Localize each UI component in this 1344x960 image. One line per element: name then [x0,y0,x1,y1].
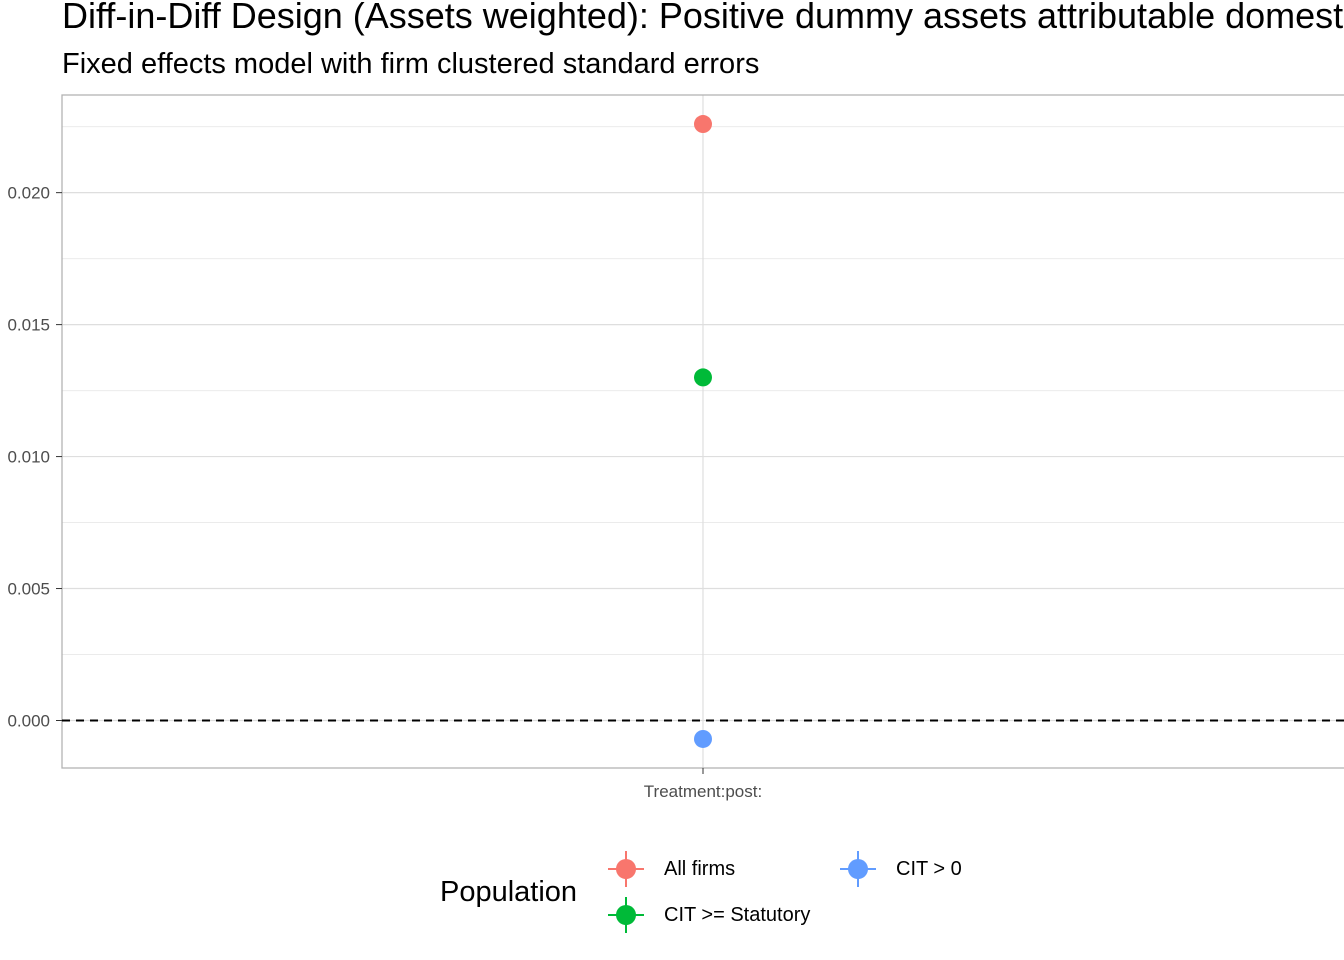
y-tick-label: 0.005 [7,580,50,599]
chart-title: Diff-in-Diff Design (Assets weighted): P… [62,0,1344,36]
legend-key-icon [608,897,644,933]
y-tick-label: 0.020 [7,184,50,203]
legend-key-icon [840,851,876,887]
legend-item: All firms [608,849,735,889]
x-tick-label: Treatment:post: [644,782,762,801]
y-tick-label: 0.010 [7,448,50,467]
legend-item: CIT > 0 [840,849,962,889]
panel-border [61,94,1344,769]
plot-area: 0.000 0.005 0.010 0.015 0.020 Treatment:post: [7,94,1344,801]
legend-label: CIT >= Statutory [664,903,811,926]
y-tick-label: 0.000 [7,711,50,730]
data-point [694,115,712,134]
data-point [694,368,712,387]
chart-subtitle: Fixed effects model with firm clustered … [62,48,760,80]
legend-label: CIT > 0 [896,857,962,880]
data-point [694,729,712,748]
legend-key-icon [608,851,644,887]
legend-label: All firms [664,857,736,880]
legend-item: CIT >= Statutory [608,895,810,935]
y-tick-label: 0.015 [7,316,50,335]
legend-title: Population [440,876,578,908]
